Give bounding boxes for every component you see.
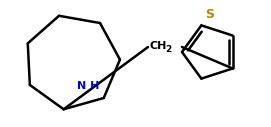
Text: CH: CH: [149, 41, 166, 51]
Text: S: S: [205, 7, 215, 20]
Text: 2: 2: [165, 45, 171, 54]
Text: N H: N H: [77, 81, 99, 91]
